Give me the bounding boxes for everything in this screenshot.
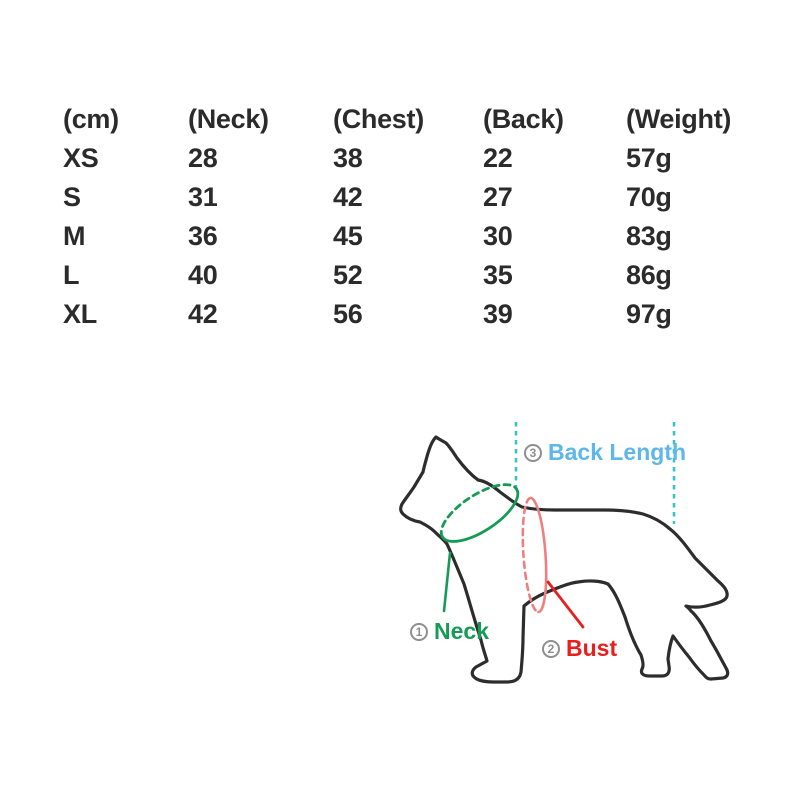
back-value: 27 [483,182,513,212]
column-header-unit: (cm) [63,104,119,134]
bust-annotation: 2 Bust [542,637,617,660]
weight-value: 86g [626,260,672,290]
bust-label: Bust [566,635,618,661]
size-label: XS [63,143,99,173]
weight-value: 70g [626,182,672,212]
neck-ellipse-solid [441,487,520,543]
table-header-row: (cm) (Neck) (Chest) (Back) (Weight) [63,100,796,139]
neck-pointer-line [442,551,452,613]
neck-label: Neck [434,618,489,644]
size-label: S [63,182,81,212]
size-label: L [63,260,80,290]
chest-value: 38 [333,143,363,173]
back-value: 22 [483,143,513,173]
neck-ellipse-dashed [439,483,518,539]
table-row-xs: XS 28 38 22 57g [63,139,796,178]
bust-pointer-line [546,580,585,629]
chest-value: 45 [333,221,363,251]
circled-number-2-icon: 2 [542,639,560,658]
table-row-l: L 40 52 35 86g [63,256,796,295]
neck-annotation: 1 Neck [410,620,489,643]
table-row-m: M 36 45 30 83g [63,217,796,256]
back-length-annotation: 3 Back Length [524,441,686,464]
neck-value: 36 [188,221,218,251]
weight-value: 97g [626,299,672,329]
back-value: 39 [483,299,513,329]
neck-value: 28 [188,143,218,173]
back-value: 30 [483,221,513,251]
bust-ellipse-solid [529,496,548,614]
circled-number-1-icon: 1 [410,622,428,641]
circled-number-3-icon: 3 [524,443,542,462]
table-row-xl: XL 42 56 39 97g [63,295,796,334]
back-length-label: Back Length [548,439,687,465]
back-value: 35 [483,260,513,290]
dog-measurement-diagram [399,422,730,684]
chest-value: 56 [333,299,363,329]
size-label: M [63,221,86,251]
chest-value: 52 [333,260,363,290]
size-table: (cm) (Neck) (Chest) (Back) (Weight) XS 2… [63,100,796,334]
dog-outline [399,435,730,684]
table-row-s: S 31 42 27 70g [63,178,796,217]
neck-value: 42 [188,299,218,329]
weight-value: 83g [626,221,672,251]
column-header-back: (Back) [483,104,564,134]
weight-value: 57g [626,143,672,173]
column-header-weight: (Weight) [626,104,732,134]
neck-value: 40 [188,260,218,290]
column-header-chest: (Chest) [333,104,424,134]
bust-ellipse-dashed [521,496,540,614]
chest-value: 42 [333,182,363,212]
column-header-neck: (Neck) [188,104,269,134]
size-label: XL [63,299,97,329]
neck-value: 31 [188,182,218,212]
